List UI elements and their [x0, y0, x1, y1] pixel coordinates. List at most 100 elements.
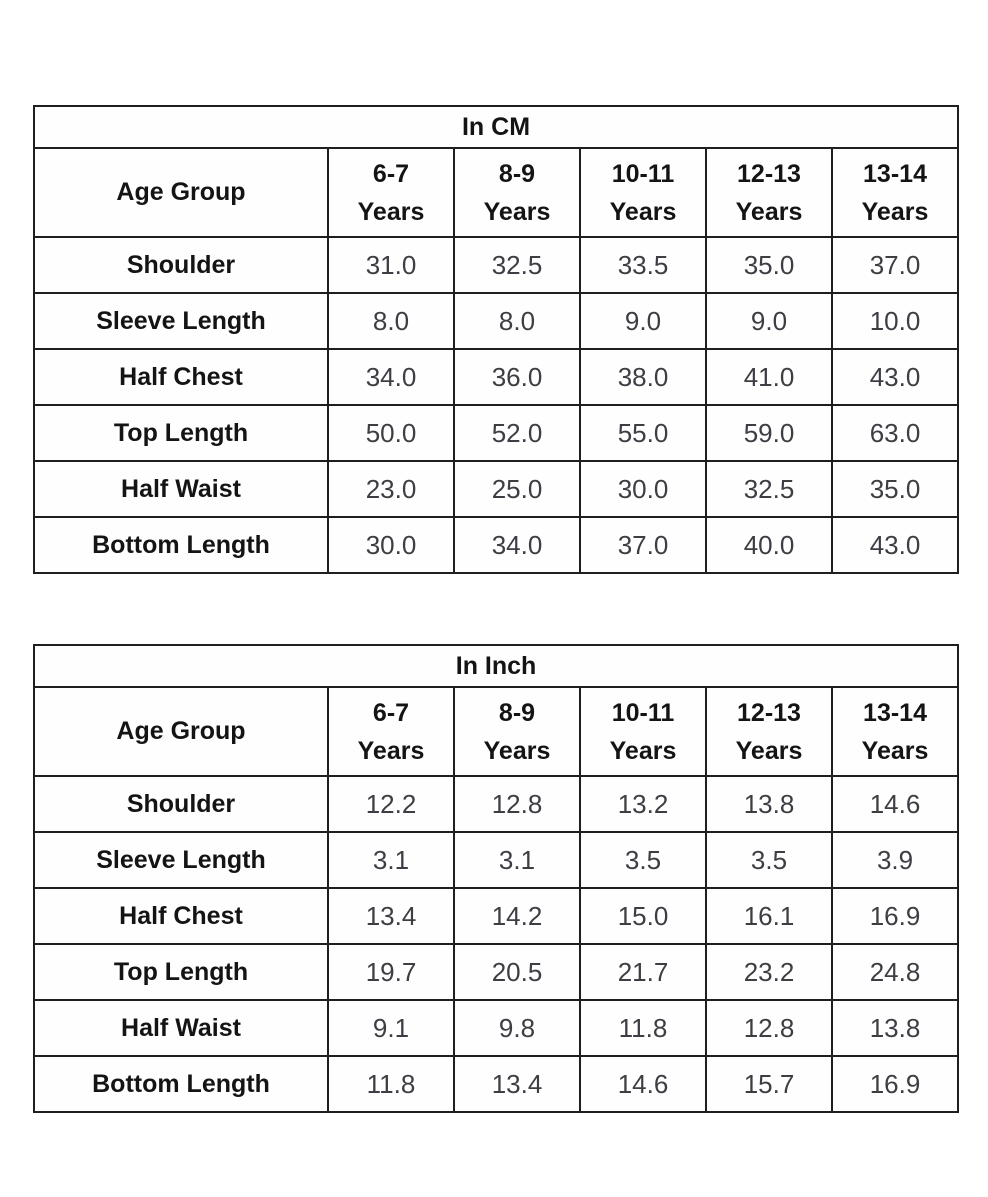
value-cell: 32.5 — [453, 236, 581, 294]
table-row: Bottom Length 11.8 13.4 14.6 15.7 16.9 — [33, 1055, 960, 1113]
value-cell: 55.0 — [579, 404, 707, 462]
row-label: Half Waist — [33, 460, 329, 518]
value-cell: 31.0 — [327, 236, 455, 294]
value-cell: 8.0 — [453, 292, 581, 350]
age-unit: Years — [357, 736, 425, 765]
table-row: Sleeve Length 3.1 3.1 3.5 3.5 3.9 — [33, 831, 960, 889]
row-label: Half Waist — [33, 999, 329, 1057]
value-cell: 40.0 — [705, 516, 833, 574]
row-label: Sleeve Length — [33, 292, 329, 350]
value-cell: 24.8 — [830, 943, 960, 1001]
age-group-header: Age Group — [33, 686, 329, 777]
value-cell: 11.8 — [327, 1055, 455, 1113]
value-cell: 10.0 — [830, 292, 960, 350]
value-cell: 32.5 — [705, 460, 833, 518]
age-unit: Years — [357, 197, 425, 226]
row-label: Half Chest — [33, 348, 329, 406]
value-cell: 12.8 — [705, 999, 833, 1057]
age-unit: Years — [609, 197, 677, 226]
value-cell: 36.0 — [453, 348, 581, 406]
header-row: Age Group 6-7 Years 8-9 Years 10-11 Year… — [33, 686, 960, 777]
value-cell: 12.2 — [327, 775, 455, 833]
age-unit: Years — [609, 736, 677, 765]
column-header: 13-14 Years — [830, 147, 960, 238]
header-row: Age Group 6-7 Years 8-9 Years 10-11 Year… — [33, 147, 960, 238]
value-cell: 34.0 — [327, 348, 455, 406]
size-table-inch: In Inch Age Group 6-7 Years 8-9 Years 10… — [32, 644, 960, 1113]
value-cell: 13.4 — [327, 887, 455, 945]
table-row: Shoulder 31.0 32.5 33.5 35.0 37.0 — [33, 236, 960, 294]
table-row: Shoulder 12.2 12.8 13.2 13.8 14.6 — [33, 775, 960, 833]
value-cell: 11.8 — [579, 999, 707, 1057]
value-cell: 23.2 — [705, 943, 833, 1001]
age-range: 12-13 — [737, 159, 801, 188]
value-cell: 43.0 — [830, 348, 960, 406]
value-cell: 15.0 — [579, 887, 707, 945]
title-row: In Inch — [32, 644, 960, 688]
value-cell: 14.6 — [830, 775, 960, 833]
value-cell: 35.0 — [830, 460, 960, 518]
table-title-inch: In Inch — [32, 644, 960, 688]
table-row: Half Waist 9.1 9.8 11.8 12.8 13.8 — [33, 999, 960, 1057]
value-cell: 23.0 — [327, 460, 455, 518]
value-cell: 8.0 — [327, 292, 455, 350]
value-cell: 20.5 — [453, 943, 581, 1001]
value-cell: 37.0 — [579, 516, 707, 574]
value-cell: 38.0 — [579, 348, 707, 406]
age-range: 10-11 — [611, 698, 675, 727]
value-cell: 9.0 — [705, 292, 833, 350]
age-group-header: Age Group — [33, 147, 329, 238]
column-header: 12-13 Years — [705, 686, 833, 777]
value-cell: 21.7 — [579, 943, 707, 1001]
value-cell: 33.5 — [579, 236, 707, 294]
value-cell: 14.2 — [453, 887, 581, 945]
value-cell: 13.4 — [453, 1055, 581, 1113]
value-cell: 59.0 — [705, 404, 833, 462]
row-label: Shoulder — [33, 236, 329, 294]
table-title-cm: In CM — [32, 105, 960, 149]
column-header: 10-11 Years — [579, 686, 707, 777]
value-cell: 19.7 — [327, 943, 455, 1001]
row-label: Top Length — [33, 943, 329, 1001]
table-row: Half Chest 34.0 36.0 38.0 41.0 43.0 — [33, 348, 960, 406]
age-range: 13-14 — [863, 159, 927, 188]
value-cell: 30.0 — [327, 516, 455, 574]
value-cell: 43.0 — [830, 516, 960, 574]
column-header: 8-9 Years — [453, 147, 581, 238]
age-unit: Years — [483, 736, 551, 765]
row-label: Bottom Length — [33, 516, 329, 574]
column-header: 10-11 Years — [579, 147, 707, 238]
table-row: Top Length 50.0 52.0 55.0 59.0 63.0 — [33, 404, 960, 462]
value-cell: 3.5 — [579, 831, 707, 889]
value-cell: 52.0 — [453, 404, 581, 462]
value-cell: 14.6 — [579, 1055, 707, 1113]
value-cell: 9.1 — [327, 999, 455, 1057]
column-header: 8-9 Years — [453, 686, 581, 777]
age-range: 10-11 — [611, 159, 675, 188]
table-row: Half Waist 23.0 25.0 30.0 32.5 35.0 — [33, 460, 960, 518]
value-cell: 13.8 — [705, 775, 833, 833]
age-range: 13-14 — [863, 698, 927, 727]
value-cell: 50.0 — [327, 404, 455, 462]
age-unit: Years — [483, 197, 551, 226]
value-cell: 16.9 — [830, 887, 960, 945]
title-row: In CM — [32, 105, 960, 149]
age-unit: Years — [861, 197, 929, 226]
value-cell: 15.7 — [705, 1055, 833, 1113]
value-cell: 30.0 — [579, 460, 707, 518]
value-cell: 9.8 — [453, 999, 581, 1057]
table-row: Bottom Length 30.0 34.0 37.0 40.0 43.0 — [33, 516, 960, 574]
age-range: 8-9 — [498, 698, 536, 727]
table-row: Top Length 19.7 20.5 21.7 23.2 24.8 — [33, 943, 960, 1001]
table-row: Sleeve Length 8.0 8.0 9.0 9.0 10.0 — [33, 292, 960, 350]
table-row: Half Chest 13.4 14.2 15.0 16.1 16.9 — [33, 887, 960, 945]
value-cell: 9.0 — [579, 292, 707, 350]
row-label: Half Chest — [33, 887, 329, 945]
value-cell: 3.9 — [830, 831, 960, 889]
column-header: 6-7 Years — [327, 147, 455, 238]
age-unit: Years — [735, 736, 803, 765]
age-range: 12-13 — [737, 698, 801, 727]
size-table-cm: In CM Age Group 6-7 Years 8-9 Years 10-1… — [32, 105, 960, 574]
row-label: Shoulder — [33, 775, 329, 833]
value-cell: 35.0 — [705, 236, 833, 294]
